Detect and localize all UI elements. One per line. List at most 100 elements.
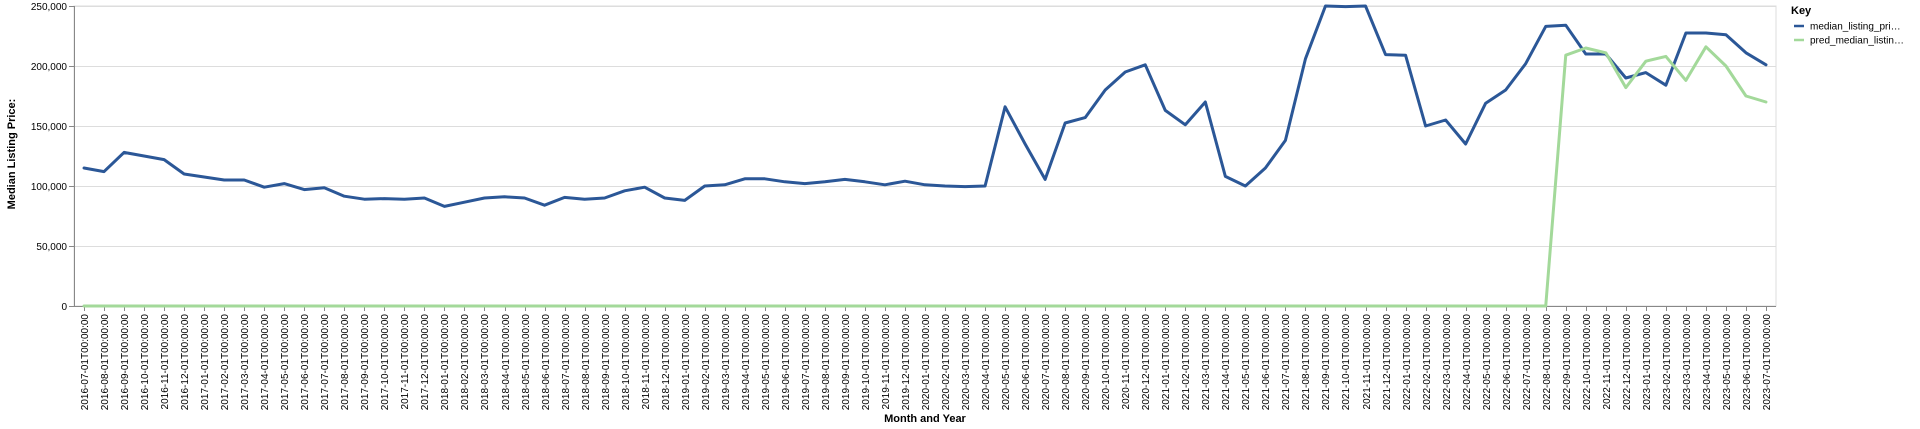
series-1-point [183,173,186,176]
series-1-point [1644,71,1647,74]
x-tick-label: 2016-10-01T00:00:00 [140,314,151,411]
series-1-point [1404,54,1407,57]
x-tick-label: 2021-09-01T00:00:00 [1321,314,1332,411]
legend-title: Key [1791,5,1812,17]
series-2-point [563,305,566,308]
series-1-point [1064,122,1067,125]
series-2-point [103,305,106,308]
x-tick-label: 2021-11-01T00:00:00 [1362,314,1373,410]
series-1-point [903,180,906,183]
series-1-point [563,196,566,199]
legend-label: median_listing_pri… [1810,22,1901,33]
series-2-point [924,305,927,308]
series-2-point [1744,95,1747,98]
series-2-point [203,305,206,308]
series-2-point [1244,305,1247,308]
x-tick-label: 2017-05-01T00:00:00 [280,314,291,411]
series-1-point [163,158,166,161]
series-1-point [123,151,126,154]
series-line-1 [82,4,1768,208]
series-2-point [1124,305,1127,308]
x-tick-label: 2017-03-01T00:00:00 [240,314,251,411]
series-1-point [1164,109,1167,112]
x-tick-label: 2017-06-01T00:00:00 [300,314,311,411]
series-2-point [423,305,426,308]
series-2-point [1024,305,1027,308]
x-tick-label: 2019-05-01T00:00:00 [761,314,772,411]
series-2-point [1524,305,1527,308]
series-2-point [623,305,626,308]
series-2-point [123,305,126,308]
series-2-point [1644,60,1647,63]
series-2-point [903,305,906,308]
x-tick-label: 2022-05-01T00:00:00 [1482,314,1493,411]
series-2-point [1064,305,1067,308]
series-2-point [83,305,86,308]
x-tick-label: 2022-04-01T00:00:00 [1462,314,1473,411]
series-1-point [443,205,446,208]
series-1-point [883,183,886,186]
x-tick-label: 2021-04-01T00:00:00 [1221,314,1232,411]
series-2-point [183,305,186,308]
series-1-point [1424,125,1427,128]
legend: Key median_listing_pri… pred_median_listi… [1791,5,1904,47]
series-2-point [1544,305,1547,308]
series-1-point [83,167,86,170]
series-1-point [1224,175,1227,178]
x-tick-label: 2022-02-01T00:00:00 [1422,314,1433,411]
series-1-point [483,197,486,200]
x-tick-label: 2020-05-01T00:00:00 [1001,314,1012,411]
x-tick-label: 2021-02-01T00:00:00 [1181,314,1192,411]
series-1-point [1504,89,1507,92]
series-2-point [783,305,786,308]
x-tick-label: 2020-03-01T00:00:00 [961,314,972,411]
series-2-point [543,305,546,308]
x-tick-label: 2020-08-01T00:00:00 [1061,314,1072,411]
series-2-point [1564,54,1567,57]
x-tick-label: 2022-06-01T00:00:00 [1502,314,1513,411]
series-1-point [1144,63,1147,66]
series-1-point [423,197,426,200]
x-tick-label: 2019-08-01T00:00:00 [821,314,832,411]
x-tick-label: 2018-02-01T00:00:00 [460,314,471,411]
series-1-point [263,186,266,189]
series-1-point [1584,53,1587,56]
series-2-point [944,305,947,308]
series-2-point [1404,305,1407,308]
x-tick-label: 2021-10-01T00:00:00 [1341,314,1352,411]
series-2-point [863,305,866,308]
series-2-point [1464,305,1467,308]
series-1-point [783,180,786,183]
x-tick-label: 2019-04-01T00:00:00 [741,314,752,411]
series-2-point [343,305,346,308]
series-1-point [583,198,586,201]
series-2-point [1344,305,1347,308]
series-1-point [1624,77,1627,80]
series-1-point [944,185,947,188]
x-tick-label: 2017-12-01T00:00:00 [420,314,431,411]
axes: 0 50,000 100,000 150,000 200,000 250,000 2016-… [31,2,1776,410]
x-tick-label: 2017-08-01T00:00:00 [340,314,351,411]
x-axis-title: Month and Year [884,413,966,425]
series-1-point [723,183,726,186]
x-tick-label: 2021-06-01T00:00:00 [1261,314,1272,411]
series-points [83,5,1768,308]
series-2-point [1204,305,1207,308]
x-tick-label: 2021-05-01T00:00:00 [1241,314,1252,411]
series-1-point [1484,102,1487,105]
series-1-point [243,179,246,182]
series-1-point [683,199,686,202]
series-2-point [303,305,306,308]
x-tick-label: 2021-03-01T00:00:00 [1201,314,1212,411]
series-1-point [1004,105,1007,108]
series-1-point [703,185,706,188]
series-1-point [1124,71,1127,74]
x-tick-label: 2017-11-01T00:00:00 [400,314,411,410]
series-2-point [163,305,166,308]
series-1-point [1764,63,1767,66]
x-tick-label: 2023-05-01T00:00:00 [1722,314,1733,411]
series-1-point [823,180,826,183]
x-tick-label: 2017-07-01T00:00:00 [320,314,331,411]
series-1-point [383,197,386,200]
